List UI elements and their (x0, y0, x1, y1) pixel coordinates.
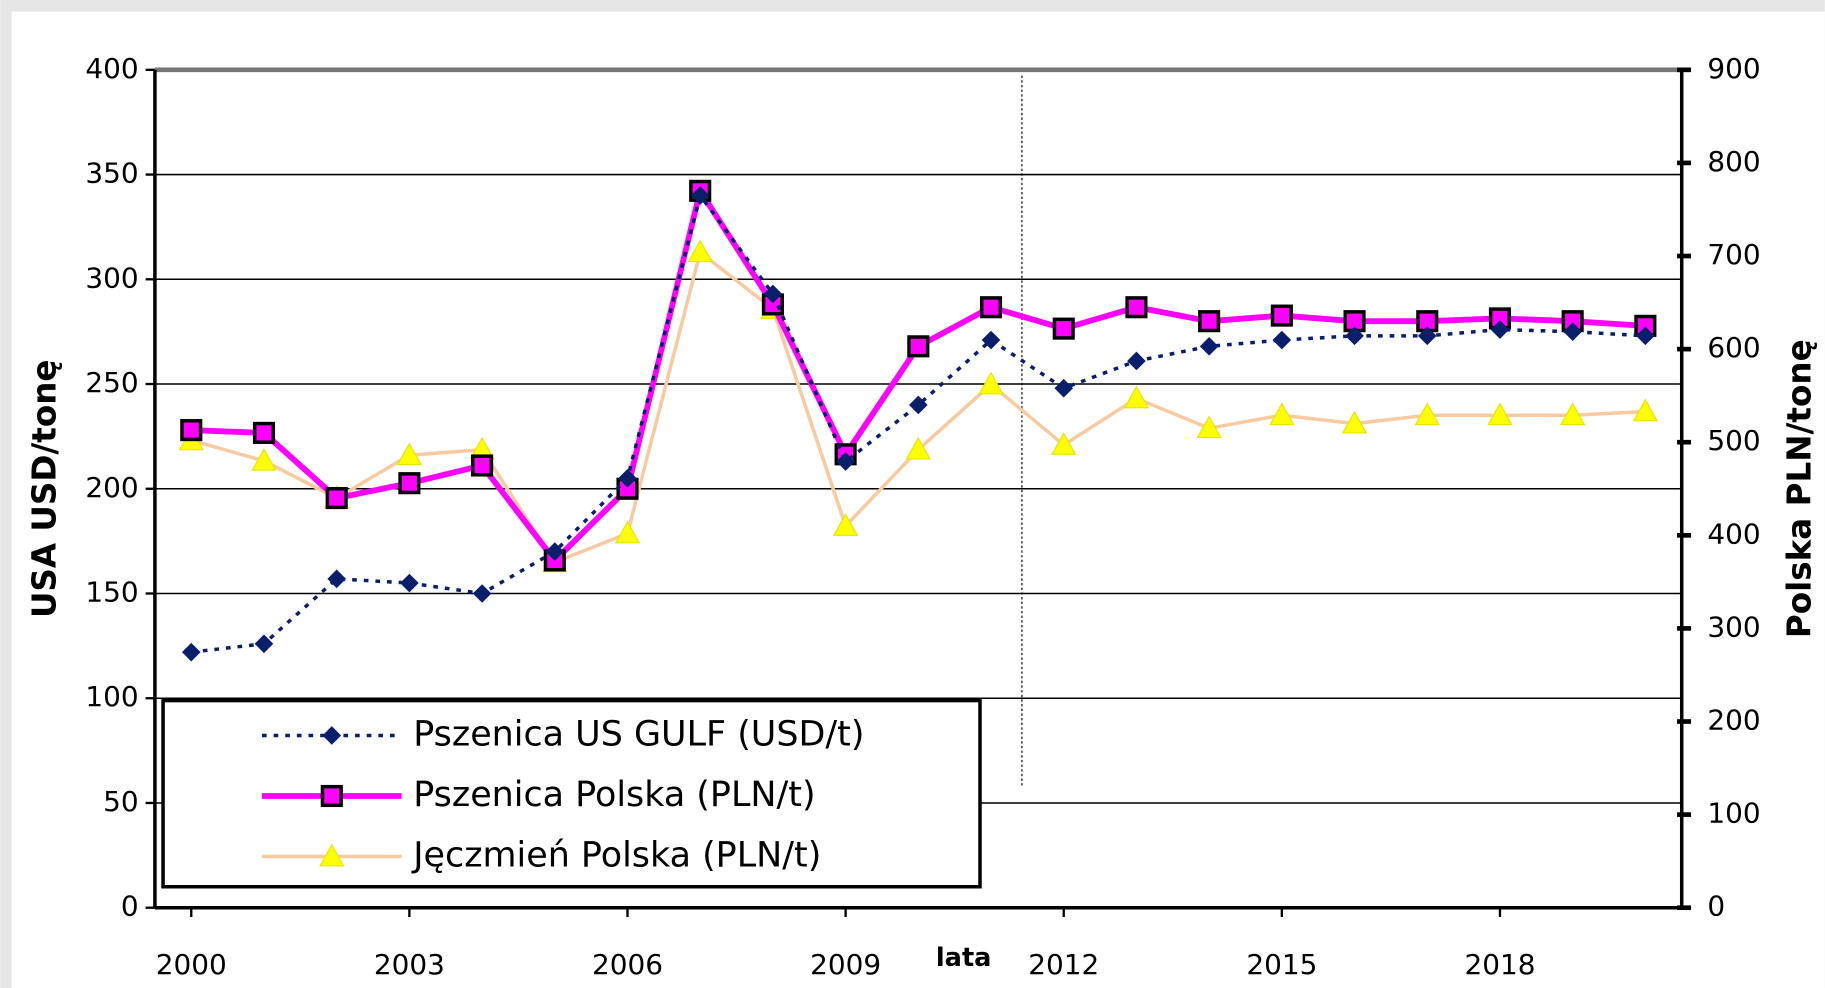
y2-tick-label: 300 (1707, 610, 1760, 643)
y2-tick-label: 500 (1707, 424, 1760, 457)
marker (181, 642, 201, 662)
x-tick-label: 2018 (1464, 948, 1535, 981)
y-tick-label: 150 (85, 575, 138, 608)
series-line (191, 191, 1646, 654)
y2-tick-label: 800 (1707, 145, 1760, 178)
marker (981, 330, 1001, 350)
y2-axis-label: Polska PLN/tonę (1781, 339, 1819, 638)
y2-tick-label: 700 (1707, 238, 1760, 271)
y2-tick-label: 100 (1707, 797, 1760, 830)
y2-tick-label: 600 (1707, 331, 1760, 364)
marker (1563, 322, 1582, 341)
x-axis-label: lata (936, 943, 992, 973)
marker (320, 784, 343, 808)
marker (905, 436, 931, 460)
marker (319, 843, 345, 867)
marker (690, 186, 710, 205)
marker (907, 335, 930, 358)
marker (763, 284, 783, 304)
marker (1636, 326, 1655, 346)
y2-tick-label: 900 (1707, 52, 1760, 85)
marker (1123, 385, 1150, 409)
marker (1051, 432, 1077, 455)
marker (1560, 402, 1586, 426)
marker (1198, 310, 1221, 333)
marker (1199, 337, 1219, 356)
marker (1269, 402, 1295, 426)
marker (396, 442, 423, 466)
legend-label: Pszenica US GULF (USD/t) (413, 714, 864, 754)
x-tick-label: 2000 (156, 948, 227, 981)
marker (1127, 351, 1146, 371)
marker (614, 520, 641, 544)
marker (325, 487, 348, 510)
marker (1487, 402, 1513, 426)
marker (400, 573, 419, 593)
marker (1345, 326, 1364, 346)
marker (1052, 317, 1075, 340)
marker (618, 468, 637, 488)
marker (1054, 378, 1074, 398)
marker (180, 419, 203, 442)
marker (1414, 402, 1440, 426)
y-tick-label: 250 (85, 366, 138, 399)
marker (398, 472, 421, 495)
marker (252, 421, 276, 444)
marker (978, 371, 1004, 395)
marker (545, 542, 565, 561)
y-tick-label: 350 (85, 157, 138, 190)
x-tick-label: 2003 (374, 948, 445, 981)
y2-tick-label: 200 (1707, 704, 1760, 737)
marker (471, 454, 494, 477)
y2-tick-label: 0 (1707, 890, 1725, 923)
marker (1272, 330, 1292, 350)
y-tick-label: 50 (103, 785, 139, 818)
y-tick-label: 200 (85, 471, 138, 504)
x-tick-label: 2015 (1246, 948, 1317, 981)
y-tick-label: 300 (85, 261, 138, 294)
marker (251, 447, 277, 471)
x-tick-label: 2012 (1028, 948, 1099, 981)
marker (909, 395, 928, 415)
marker (254, 634, 274, 654)
y-tick-label: 400 (85, 52, 138, 85)
marker (1341, 410, 1368, 434)
marker (832, 513, 859, 536)
x-tick-label: 2009 (810, 948, 881, 981)
x-tick-label: 2006 (592, 948, 663, 981)
marker (1632, 398, 1658, 422)
marker (1417, 326, 1437, 346)
marker (1490, 320, 1510, 339)
marker (979, 296, 1003, 319)
y2-tick-label: 400 (1707, 517, 1760, 550)
y-axis-label: USA USD/tonę (26, 359, 64, 618)
marker (472, 584, 492, 603)
marker (1196, 415, 1222, 439)
legend-label: Jęczmień Polska (PLN/t) (411, 835, 821, 875)
marker (1270, 304, 1293, 327)
legend-label: Pszenica Polska (PLN/t) (413, 775, 815, 815)
y-tick-label: 0 (121, 890, 139, 923)
marker (687, 239, 713, 263)
marker (1125, 296, 1148, 319)
y-tick-label: 100 (85, 680, 138, 713)
marker (322, 726, 342, 745)
